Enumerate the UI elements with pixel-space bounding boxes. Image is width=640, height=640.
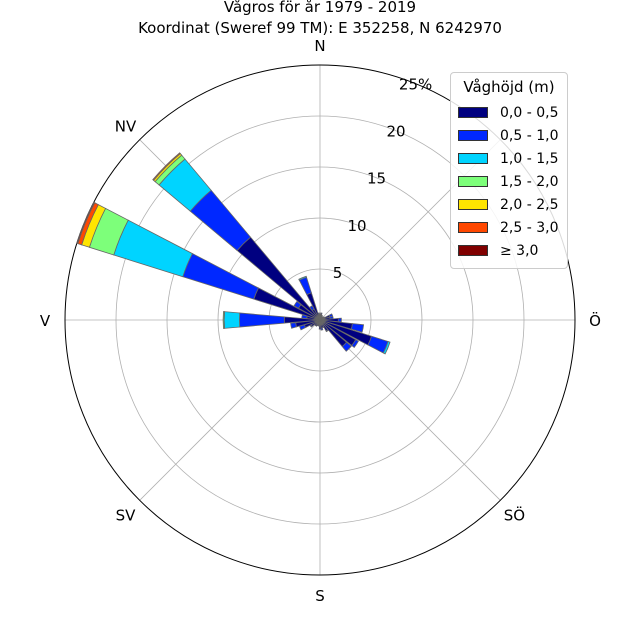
legend-label: ≥ 3,0 <box>500 243 539 259</box>
sector-bar <box>382 340 391 355</box>
sector-bar <box>76 201 96 245</box>
legend-swatch <box>458 130 488 141</box>
legend-item: 2,0 - 2,5 <box>458 196 566 214</box>
direction-label: S <box>315 587 325 605</box>
sector-bar <box>182 253 260 300</box>
legend-label: 1,0 - 1,5 <box>500 151 559 167</box>
direction-label: SV <box>116 506 137 524</box>
sector-bars <box>76 152 391 355</box>
legend: Våghöjd (m) 0,0 - 0,5 0,5 - 1,0 1,0 - 1,… <box>450 72 568 269</box>
radial-tick-label: 25% <box>399 75 432 93</box>
legend-swatch <box>458 222 488 233</box>
grid-spoke <box>319 319 501 501</box>
sector-bar <box>239 312 285 328</box>
legend-swatch <box>458 176 488 187</box>
sector-bar <box>320 312 323 315</box>
direction-label: NV <box>115 118 137 136</box>
sector-bar <box>222 311 225 329</box>
axis-labels: 5 10 15 20 25% N NV V SV S SÖ Ö <box>40 37 601 605</box>
sector-bar <box>223 311 241 329</box>
sector-bar <box>337 317 342 323</box>
legend-swatch <box>458 153 488 164</box>
legend-item: 1,0 - 1,5 <box>458 150 566 168</box>
legend-item: 1,5 - 2,0 <box>458 173 566 191</box>
legend-title: Våghöjd (m) <box>463 78 555 96</box>
chart-title: Vågros för år 1979 - 2019 <box>223 0 417 16</box>
legend-label: 0,5 - 1,0 <box>500 128 559 144</box>
radial-tick-label: 20 <box>387 123 406 141</box>
sector-bar <box>350 323 365 333</box>
radial-tick-label: 5 <box>333 264 343 282</box>
sector-bar <box>293 300 302 309</box>
sector-bar <box>351 339 359 349</box>
sector-bar <box>341 341 352 352</box>
legend-item: 0,5 - 1,0 <box>458 127 566 145</box>
legend-item: 2,5 - 3,0 <box>458 219 566 237</box>
legend-item: 0,0 - 0,5 <box>458 104 566 122</box>
sector-bar <box>317 312 320 315</box>
legend-item: ≥ 3,0 <box>458 242 566 260</box>
sector-bar <box>236 236 321 321</box>
legend-swatch <box>458 107 488 118</box>
chart-subtitle: Koordinat (Sweref 99 TM): E 352258, N 62… <box>138 19 502 37</box>
legend-label: 0,0 - 0,5 <box>500 105 559 121</box>
radial-tick-label: 10 <box>347 217 366 235</box>
direction-label: SÖ <box>504 505 525 524</box>
legend-swatch <box>458 245 488 256</box>
legend-label: 2,0 - 2,5 <box>500 197 559 213</box>
sector-bar <box>298 276 312 296</box>
direction-label: V <box>40 312 51 330</box>
legend-label: 2,5 - 3,0 <box>500 220 559 236</box>
sector-bar <box>298 275 308 281</box>
sector-bar <box>113 219 193 278</box>
sector-bar <box>152 152 181 181</box>
grid-spoke <box>139 319 321 501</box>
radial-tick-label: 15 <box>367 170 386 188</box>
outer-circle <box>64 64 576 576</box>
direction-label: Ö <box>589 311 601 330</box>
legend-label: 1,5 - 2,0 <box>500 174 559 190</box>
legend-swatch <box>458 199 488 210</box>
sector-bar <box>290 322 297 329</box>
direction-label: N <box>314 37 325 55</box>
sector-bar <box>325 328 329 333</box>
